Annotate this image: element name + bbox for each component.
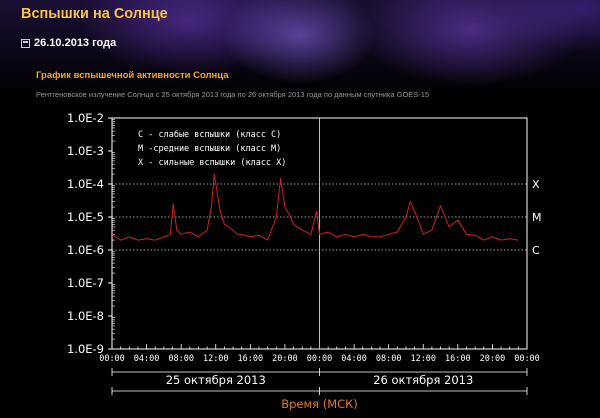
y-tick-label: 1.0E-3 <box>67 144 104 158</box>
x-axis-title: Время (МСК) <box>281 397 358 411</box>
x-tick-label: 04:00 <box>341 354 367 364</box>
x-tick-label: 20:00 <box>480 354 506 364</box>
x-tick-label: 12:00 <box>203 354 229 364</box>
legend-item: C - слабые вспышки (класс С) <box>138 129 281 140</box>
x-tick-label: 04:00 <box>134 354 160 364</box>
chart-subtitle: Рентгеновское излучение Солнца с 25 октя… <box>36 90 430 99</box>
header-background <box>0 0 600 95</box>
x-tick-label: 16:00 <box>238 354 264 364</box>
class-label: M <box>532 211 542 224</box>
class-label: C <box>532 244 540 257</box>
class-label: X <box>532 178 540 191</box>
x-tick-label: 00:00 <box>307 354 333 364</box>
x-tick-label: 12:00 <box>410 354 436 364</box>
x-tick-label: 00:00 <box>514 354 540 364</box>
calendar-icon <box>21 38 30 48</box>
day-label: 25 октября 2013 <box>166 373 266 387</box>
legend-item: М -средние вспышки (класс М) <box>138 144 281 154</box>
x-tick-label: 08:00 <box>376 354 402 364</box>
x-tick-label: 00:00 <box>99 354 125 364</box>
y-tick-label: 1.0E-9 <box>67 342 104 356</box>
y-tick-label: 1.0E-2 <box>67 111 104 125</box>
y-tick-label: 1.0E-6 <box>67 243 104 257</box>
x-tick-label: 16:00 <box>445 354 471 364</box>
x-tick-label: 08:00 <box>168 354 194 364</box>
x-tick-label: 20:00 <box>272 354 298 364</box>
day-label: 26 октября 2013 <box>373 373 473 387</box>
xray-flux-line <box>111 173 519 241</box>
section-title: График вспышечной активности Солнца <box>36 70 229 81</box>
page-date: 26.10.2013 года <box>34 37 117 49</box>
legend-item: X - сильные вспышки (класс Х) <box>138 158 286 168</box>
y-tick-label: 1.0E-5 <box>67 210 104 224</box>
y-tick-label: 1.0E-7 <box>67 276 104 290</box>
y-tick-label: 1.0E-8 <box>67 309 104 323</box>
page-title: Вспышки на Солнце <box>21 6 168 22</box>
date-row: 26.10.2013 года <box>21 37 116 49</box>
y-tick-label: 1.0E-4 <box>67 177 104 191</box>
